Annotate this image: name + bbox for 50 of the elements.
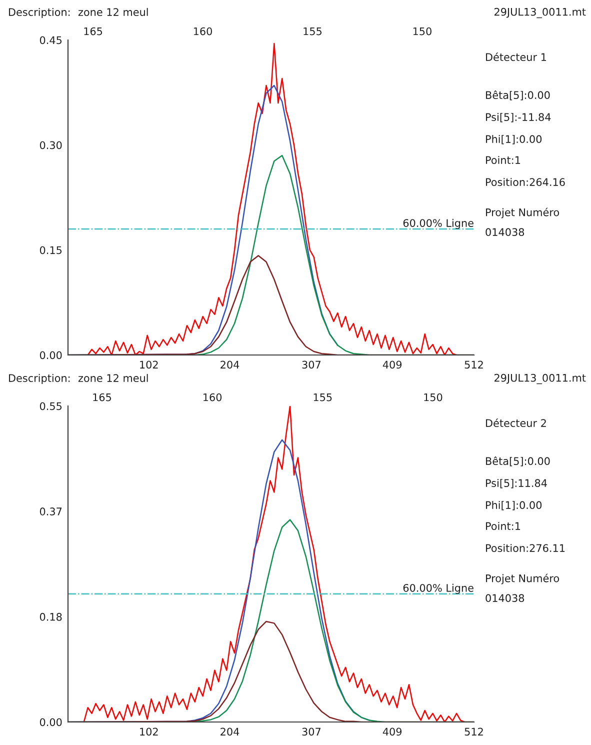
x2-tick-label: 165 <box>84 27 102 36</box>
text: 014038 <box>486 594 524 602</box>
text: Description: <box>9 8 70 18</box>
y-tick-label: 0.18 <box>40 612 62 621</box>
x-tick-label: 307 <box>302 360 320 369</box>
y-tick-label: 0.45 <box>40 36 62 44</box>
x-tick-label: 204 <box>220 360 240 369</box>
text: Point:1 <box>486 156 520 164</box>
text: Projet Numéro <box>486 208 560 218</box>
x2-tick-label: 150 <box>413 27 432 36</box>
x2-tick-label: 160 <box>194 27 212 36</box>
text: Projet Numéro <box>486 574 560 584</box>
text: zone 12 meul <box>78 374 148 382</box>
x2-tick-label: 150 <box>424 393 442 402</box>
x2-tick-label: 155 <box>304 27 322 36</box>
x2-tick-label: 165 <box>93 393 112 402</box>
x-tick-label: 307 <box>302 728 320 736</box>
text: zone 12 meul <box>78 8 148 16</box>
y-tick-label: 0.00 <box>40 351 62 360</box>
ref-line-label: 60.00% Ligne <box>403 218 474 229</box>
text: 29JUL13_0011.mt <box>494 374 586 384</box>
x-tick-label: 102 <box>140 728 158 736</box>
x-tick-label: 409 <box>382 360 402 369</box>
y-tick-label: 0.00 <box>40 718 62 726</box>
text: 014038 <box>486 228 524 236</box>
text: Détecteur 2 <box>486 418 546 428</box>
x-tick-label: 512 <box>464 728 483 736</box>
x-tick-label: 409 <box>382 728 402 736</box>
text: 29JUL13_0011.mt <box>494 8 586 18</box>
text: Description: <box>9 374 70 384</box>
x-tick-label: 102 <box>140 360 158 369</box>
text: Psi[5]:11.84 <box>486 478 547 488</box>
y-tick-label: 0.37 <box>40 508 62 516</box>
text: Bêta[5]:0.00 <box>486 90 550 100</box>
x-tick-label: 512 <box>464 360 483 369</box>
text: Détecteur 1 <box>486 52 546 62</box>
text: Phi[1]:0.00 <box>486 500 542 510</box>
y-tick-label: 0.55 <box>40 402 62 410</box>
text: Point:1 <box>486 522 520 530</box>
x2-tick-label: 160 <box>204 393 222 402</box>
text: Phi[1]:0.00 <box>486 134 542 144</box>
x2-tick-label: 155 <box>314 393 332 402</box>
text: Position:264.16 <box>486 178 565 186</box>
x-tick-label: 204 <box>220 728 240 736</box>
y-tick-label: 0.15 <box>40 246 62 254</box>
y-tick-label: 0.30 <box>40 141 62 150</box>
ref-line-label: 60.00% Ligne <box>403 584 474 594</box>
text: Bêta[5]:0.00 <box>486 456 550 466</box>
text: Psi[5]:-11.84 <box>486 112 551 122</box>
text: Position:276.11 <box>486 544 565 552</box>
